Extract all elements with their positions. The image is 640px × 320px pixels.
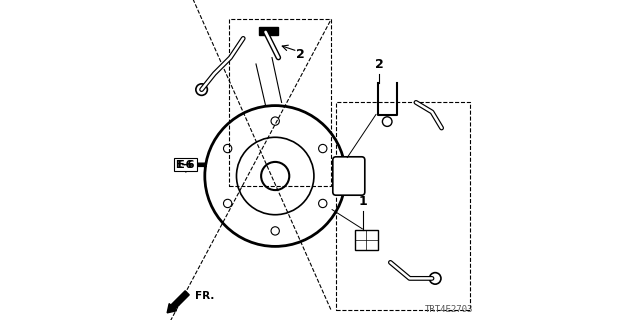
Text: 1: 1 bbox=[359, 195, 367, 208]
Bar bbox=[229, 19, 332, 186]
Bar bbox=[355, 230, 378, 250]
Text: FR.: FR. bbox=[195, 291, 214, 301]
Text: E-6: E-6 bbox=[177, 160, 195, 170]
Bar bbox=[336, 102, 470, 310]
Polygon shape bbox=[198, 163, 206, 166]
FancyArrow shape bbox=[167, 291, 189, 313]
Bar bbox=[259, 27, 278, 35]
Text: E-6: E-6 bbox=[175, 160, 193, 170]
Text: 2: 2 bbox=[375, 58, 383, 70]
Text: 2: 2 bbox=[296, 48, 305, 61]
FancyArrowPatch shape bbox=[186, 161, 194, 172]
Text: TRT4E2703: TRT4E2703 bbox=[425, 305, 474, 314]
FancyBboxPatch shape bbox=[333, 157, 365, 195]
FancyBboxPatch shape bbox=[174, 158, 197, 171]
